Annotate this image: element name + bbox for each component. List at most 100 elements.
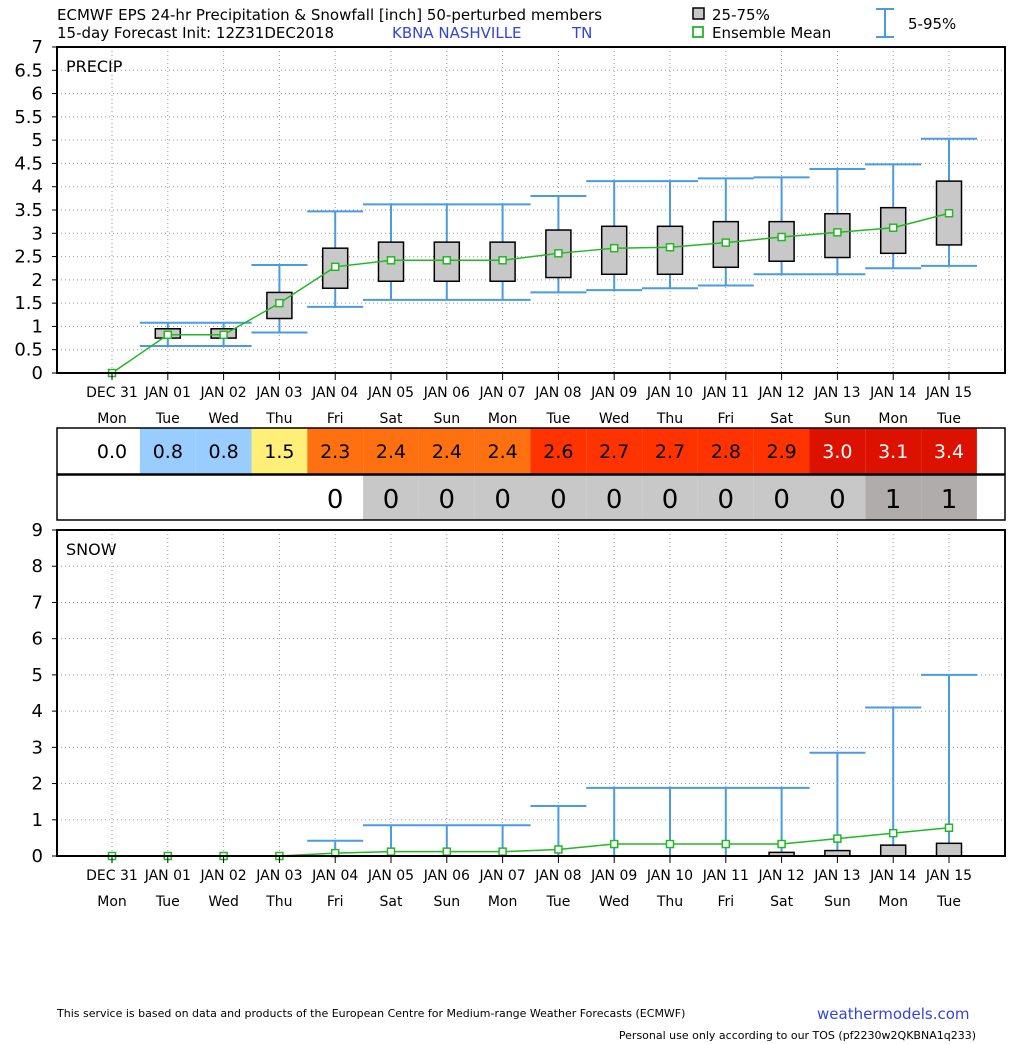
snow-y-axis: 0 1 2 3 4 5 6 7 8 9 [32, 520, 57, 867]
snow-total-value: 0 [829, 485, 846, 515]
precip-total-value: 2.4 [487, 441, 517, 463]
precip-mean-point [665, 243, 675, 252]
precip-weekday-label: Wed [599, 411, 630, 427]
snow-date-label: JAN 03 [255, 868, 302, 884]
table-cell [139, 475, 196, 520]
snow-date-label: JAN 11 [702, 868, 749, 884]
snow-date-label: DEC 31 [86, 868, 138, 884]
snow-mean-point [442, 847, 452, 856]
snow-panel: 0 1 2 3 4 5 6 7 8 9 SNOW DEC 31 Mon JAN 01 Tue JAN 02… [32, 520, 1006, 910]
precip-mean-point [442, 256, 452, 265]
precip-mean-point [498, 256, 507, 265]
snow-total-value: 1 [941, 485, 958, 515]
precip-ytick-label: 2 [32, 270, 43, 291]
precip-date-label: JAN 09 [590, 385, 637, 401]
precip-ytick-label: 3 [32, 223, 43, 244]
precip-date-label: JAN 15 [925, 385, 972, 401]
precip-weekday-label: Tue [545, 411, 570, 427]
snow-total-value: 0 [327, 485, 344, 515]
table-cell [474, 428, 531, 474]
precip-date-label: DEC 31 [86, 385, 138, 401]
precip-weekday-label: Tue [155, 411, 180, 427]
precip-y-axis: 00.5 11.522.5 33.54 4.555.56 6.57 [14, 37, 57, 384]
website-link[interactable]: weathermodels.com [817, 1005, 970, 1023]
snow-weekday-label: Mon [488, 894, 518, 910]
station-name: KBNA NASHVILLE [392, 24, 522, 42]
table-cell [307, 428, 364, 474]
precip-iqr-box [879, 206, 907, 255]
snow-date-label: JAN 14 [869, 868, 916, 884]
precip-ytick-label: 0 [32, 363, 43, 384]
table-row-border [56, 474, 1006, 521]
precip-total-value: 3.4 [934, 441, 964, 463]
precip-total-value: 1.5 [264, 441, 294, 463]
precip-weekday-label: Tue [936, 411, 961, 427]
precip-total-value: 2.4 [376, 441, 406, 463]
chart-subtitle: 15-day Forecast Init: 12Z31DEC2018 [57, 24, 334, 42]
precip-weekday-label: Fri [717, 411, 734, 427]
snow-date-label: JAN 04 [311, 868, 358, 884]
table-row-border [56, 427, 1006, 475]
snow-mean-point [554, 845, 563, 854]
precip-ytick-label: 7 [32, 37, 43, 58]
precip-weekday-label: Mon [878, 411, 908, 427]
snow-ytick-label: 0 [32, 846, 43, 867]
snow-ytick-label: 2 [32, 774, 43, 795]
snow-ytick-label: 3 [32, 737, 43, 758]
precip-ytick-label: 5 [32, 130, 43, 151]
precip-total-value: 3.1 [878, 441, 908, 463]
snow-weekday-label: Sun [824, 894, 851, 910]
ecmwf-credit: This service is based on data and produc… [56, 1007, 685, 1020]
snow-weekday-label: Tue [545, 894, 570, 910]
snow-frame [56, 529, 1006, 857]
table-cell [809, 428, 866, 474]
precip-weekday-label: Wed [208, 411, 239, 427]
snow-weekday-label: Thu [656, 894, 683, 910]
daily-summary-table: 0.0 0.8 0.8 1.5 2.3 2.4 2.4 2.4 2.6 2.7 2.7 2.8 2.9 3… [56, 427, 1006, 521]
table-cell [418, 428, 475, 474]
precip-marks [107, 137, 977, 378]
snow-date-label: JAN 15 [925, 868, 972, 884]
precip-weekday-label: Sat [770, 411, 793, 427]
table-cell [363, 428, 419, 474]
table-cell [139, 428, 196, 474]
precip-ytick-label: 5.5 [14, 107, 43, 128]
precip-total-value: 2.7 [599, 441, 629, 463]
snow-mean-point [609, 839, 619, 849]
snow-weekday-label: Fri [327, 894, 344, 910]
precip-ytick-label: 4 [32, 177, 43, 198]
precip-ytick-label: 6 [32, 84, 43, 105]
precip-ytick-label: 6.5 [14, 60, 43, 81]
table-cell [921, 475, 977, 520]
precip-mean-point [609, 243, 619, 253]
snow-total-value: 1 [885, 485, 902, 515]
legend-mean-label: Ensemble Mean [712, 24, 831, 42]
precip-panel: 00.5 11.522.5 33.54 4.555.56 6.57 PRECIP DEC… [14, 37, 1006, 427]
snow-date-label: JAN 10 [646, 868, 693, 884]
precip-date-label: JAN 10 [646, 385, 693, 401]
precip-mean-point [833, 228, 842, 237]
snow-mean-point [888, 828, 898, 838]
snow-ytick-label: 9 [32, 520, 43, 541]
precip-weekday-label: Sun [824, 411, 851, 427]
table-cell [753, 428, 810, 474]
precip-mean-point [163, 330, 173, 340]
table-cell [921, 428, 977, 474]
precip-mean-point [888, 223, 898, 232]
table-cell [642, 475, 698, 520]
snow-mean-point [498, 847, 507, 856]
precip-ytick-label: 1.5 [14, 293, 43, 314]
snow-weekday-label: Thu [265, 894, 292, 910]
precip-date-label: JAN 06 [423, 385, 470, 401]
snow-date-label: JAN 13 [813, 868, 860, 884]
snow-iqr-box [879, 844, 907, 857]
snow-mean-point [721, 839, 731, 849]
precip-date-label: JAN 01 [144, 385, 191, 401]
precip-frame [56, 46, 1006, 374]
table-cell [195, 475, 252, 520]
snow-total-value: 0 [494, 485, 511, 515]
table-cell [697, 428, 754, 474]
snow-weekday-label: Tue [155, 894, 180, 910]
precip-total-value: 0.0 [97, 441, 127, 463]
precip-total-value: 2.8 [711, 441, 741, 463]
